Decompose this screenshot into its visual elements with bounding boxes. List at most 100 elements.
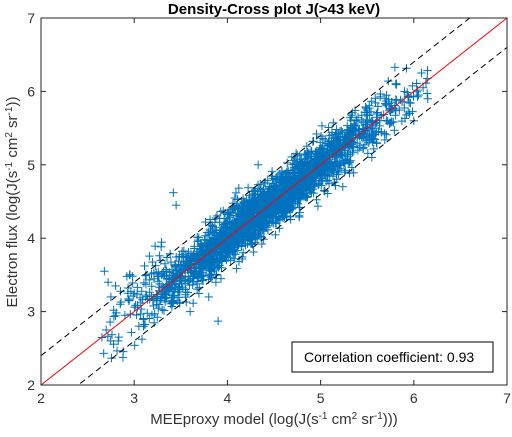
data-point <box>368 127 377 137</box>
data-point <box>240 216 250 225</box>
data-point <box>263 196 272 206</box>
data-point <box>141 280 151 289</box>
data-point <box>382 90 391 100</box>
data-point <box>216 255 225 264</box>
data-point <box>421 78 431 88</box>
data-point <box>332 125 341 134</box>
chart-title: Density-Cross plot J(>43 keV) <box>168 1 380 18</box>
data-point <box>375 92 385 102</box>
data-point <box>346 128 355 137</box>
data-point <box>188 299 198 308</box>
data-point <box>103 278 113 287</box>
x-tick-label: 6 <box>410 390 418 406</box>
x-axis-label: MEEproxy model (log(J(s-1 cm2 sr-1))) <box>150 411 398 429</box>
data-point <box>103 332 113 341</box>
data-point <box>212 211 222 221</box>
data-point <box>287 201 296 211</box>
x-tick-label: 4 <box>224 390 232 406</box>
data-point <box>423 66 432 75</box>
data-point <box>250 229 260 239</box>
data-point <box>123 283 133 293</box>
data-point <box>367 153 377 162</box>
data-point <box>107 353 116 363</box>
data-point <box>162 253 172 262</box>
correlation-annotation: Correlation coefficient: 0.93 <box>291 341 494 373</box>
data-point <box>130 302 139 312</box>
data-point <box>243 183 253 192</box>
data-point <box>170 276 179 285</box>
data-point <box>345 113 355 122</box>
data-point <box>208 259 218 269</box>
data-point <box>304 175 313 185</box>
data-point <box>107 330 117 339</box>
data-point <box>365 135 375 145</box>
data-point <box>100 267 109 276</box>
data-point <box>363 115 372 125</box>
data-point <box>131 301 140 310</box>
data-point <box>395 105 404 115</box>
data-point <box>240 211 249 221</box>
data-point <box>191 253 201 263</box>
data-point <box>171 262 180 271</box>
data-point <box>300 160 309 169</box>
data-point <box>165 275 174 284</box>
data-point <box>372 138 381 147</box>
data-point <box>128 278 137 288</box>
data-point <box>139 322 148 331</box>
data-point <box>273 171 283 181</box>
data-point <box>409 92 418 101</box>
data-point <box>277 204 286 213</box>
data-point <box>130 289 139 298</box>
data-point <box>219 220 229 229</box>
data-point <box>307 188 316 197</box>
data-point <box>320 163 330 173</box>
data-point <box>340 167 349 177</box>
data-point <box>280 180 289 190</box>
data-point <box>217 251 226 260</box>
data-point <box>329 138 338 147</box>
data-point <box>361 102 370 112</box>
data-point <box>234 183 244 193</box>
data-point <box>309 137 318 146</box>
data-point <box>418 83 428 92</box>
data-point <box>303 150 313 159</box>
data-point <box>266 183 276 193</box>
data-point <box>194 233 203 242</box>
data-point <box>282 200 291 209</box>
data-point <box>306 186 315 196</box>
data-point <box>235 236 244 245</box>
data-point <box>272 202 281 212</box>
data-point <box>249 247 258 257</box>
data-point <box>142 290 151 300</box>
data-point <box>145 314 154 323</box>
data-point <box>105 317 115 327</box>
data-point <box>310 170 319 179</box>
data-point <box>323 171 332 180</box>
data-point <box>183 253 192 262</box>
data-point <box>116 300 125 309</box>
lower-bound-line <box>77 46 507 385</box>
data-point <box>193 272 202 282</box>
data-point <box>145 275 154 285</box>
data-point <box>147 282 156 291</box>
data-point <box>229 254 239 264</box>
upper-bound-line <box>41 18 471 357</box>
data-point <box>147 269 156 279</box>
data-point <box>140 320 150 329</box>
data-point <box>208 222 217 231</box>
data-point <box>112 346 122 356</box>
data-point <box>391 95 400 104</box>
data-point <box>283 158 292 168</box>
data-point <box>211 270 221 280</box>
data-point <box>208 244 218 253</box>
data-point <box>400 103 409 113</box>
data-point <box>155 251 164 260</box>
data-point <box>189 269 198 278</box>
data-point <box>171 200 181 210</box>
x-tick-label: 7 <box>503 390 511 406</box>
annotation-text: Correlation coefficient: 0.93 <box>304 349 474 365</box>
data-point <box>383 116 392 126</box>
data-point <box>106 292 116 302</box>
data-point <box>165 268 174 277</box>
y-tick-label: 5 <box>27 157 35 173</box>
